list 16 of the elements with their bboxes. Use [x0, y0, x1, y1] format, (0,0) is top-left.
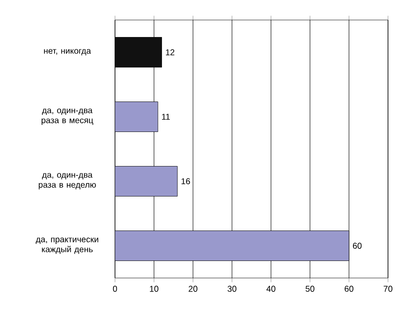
x-tick-label: 40	[266, 286, 276, 292]
y-tick-label: нет, никогда	[44, 49, 91, 56]
y-tick-label: да, один-два раза в месяц	[42, 108, 94, 125]
x-tick-label: 50	[306, 286, 314, 292]
x-tick-label: 10	[150, 286, 158, 292]
x-tick-label: 70	[384, 286, 392, 292]
x-tick-label: 60	[344, 286, 354, 292]
data-label: 11	[162, 114, 170, 120]
data-label: 60	[352, 242, 362, 249]
x-tick-label: 30	[228, 286, 236, 292]
x-tick-label: 0	[112, 286, 118, 292]
data-label: 12	[166, 49, 174, 56]
y-tick-label: да, практически каждый день	[36, 238, 98, 254]
y-tick-label: да, один-два раза в неделю	[38, 173, 96, 190]
data-label: 16	[182, 178, 190, 184]
x-tick-label: 20	[188, 286, 198, 292]
